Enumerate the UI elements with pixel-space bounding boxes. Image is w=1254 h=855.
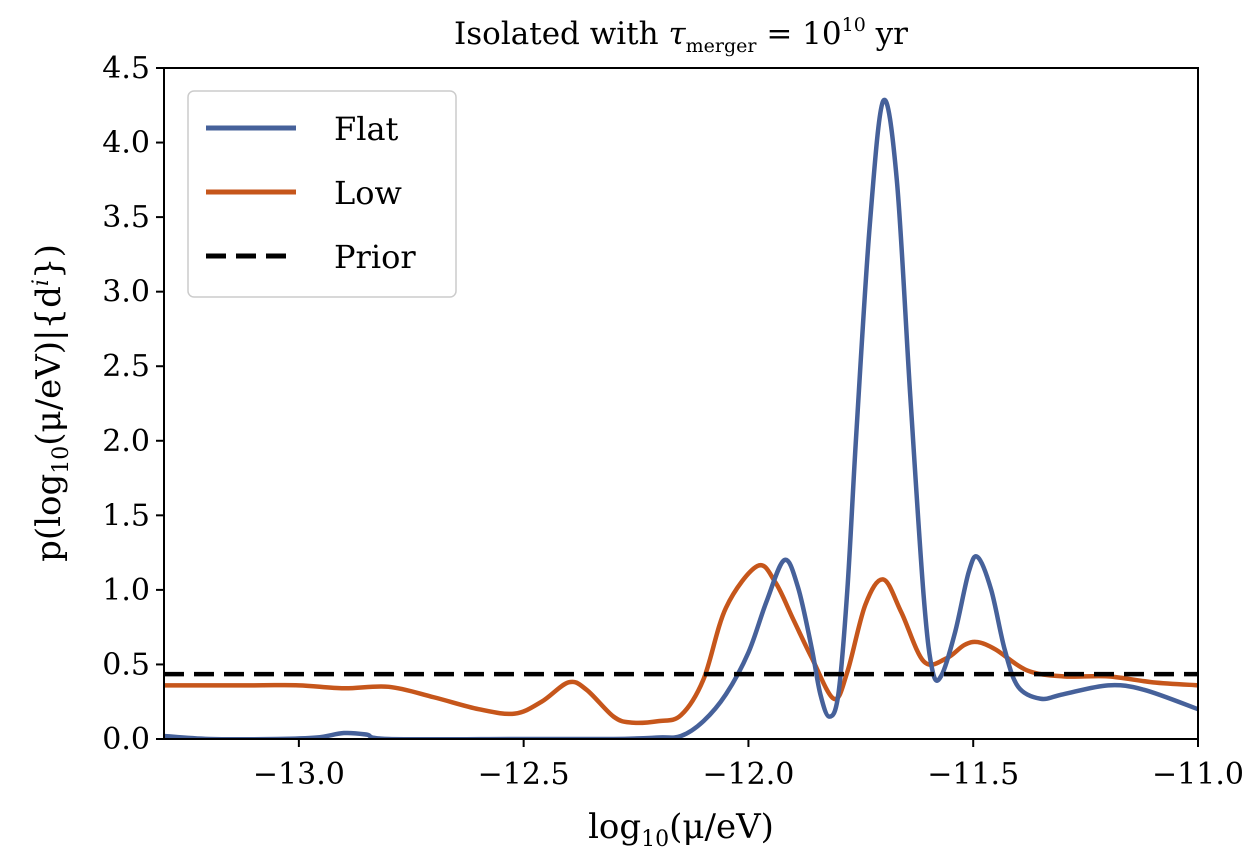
y-tick-label: 2.0: [102, 424, 150, 459]
y-tick-label: 4.5: [102, 51, 150, 86]
x-axis-label: log10(μ/eV): [588, 807, 774, 852]
x-tick-label: −11.0: [1152, 757, 1244, 792]
y-tick-label: 3.0: [102, 275, 150, 310]
series-line-flat: [164, 97, 1198, 739]
y-tick-label: 1.0: [102, 573, 150, 608]
y-tick-label: 1.5: [102, 498, 150, 533]
x-tick-label: −13.0: [253, 757, 345, 792]
x-axis-ticks: −13.0 −12.5 −12.0 −11.5 −11.0: [253, 739, 1244, 792]
y-tick-label: 4.0: [102, 126, 150, 161]
x-tick-label: −12.0: [702, 757, 794, 792]
y-axis-label: p(log10(μ/eV)|{di}): [29, 244, 74, 562]
legend-label-flat: Flat: [334, 110, 399, 148]
chart-title: Isolated with τmerger = 1010 yr: [454, 14, 908, 57]
series-layer: [164, 97, 1198, 739]
y-tick-label: 0.5: [102, 647, 150, 682]
series-line-low: [164, 562, 1198, 726]
legend-label-prior: Prior: [334, 238, 416, 276]
plot-frame: [163, 67, 1199, 740]
legend-box: [187, 90, 457, 298]
x-tick-label: −11.5: [927, 757, 1019, 792]
x-tick-label: −12.5: [478, 757, 570, 792]
y-axis-ticks: 0.0 0.5 1.0 1.5 2.0 2.5 3.0 3.5 4.0 4.5: [102, 51, 164, 757]
y-tick-label: 2.5: [102, 349, 150, 384]
legend-label-low: Low: [334, 174, 402, 212]
y-tick-label: 0.0: [102, 722, 150, 757]
y-tick-label: 3.5: [102, 200, 150, 235]
legend: Flat Low Prior: [187, 90, 457, 298]
